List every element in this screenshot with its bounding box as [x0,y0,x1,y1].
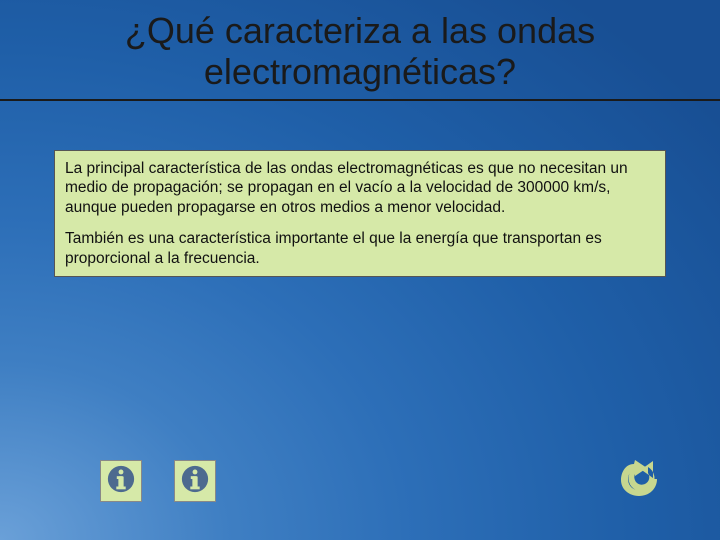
answer-paragraph-1: La principal característica de las ondas… [65,159,655,217]
info-icon [106,464,136,499]
info-button-2[interactable] [174,460,216,502]
page-title: ¿Qué caracteriza a las ondas electromagn… [0,10,720,101]
info-icon [180,464,210,499]
title-area: ¿Qué caracteriza a las ondas electromagn… [0,0,720,101]
info-buttons-group [100,460,216,502]
back-arrow-icon [619,459,665,504]
back-button[interactable] [618,460,666,502]
info-button-1[interactable] [100,460,142,502]
answer-paragraph-2: También es una característica importante… [65,229,655,268]
answer-box: La principal característica de las ondas… [54,150,666,277]
